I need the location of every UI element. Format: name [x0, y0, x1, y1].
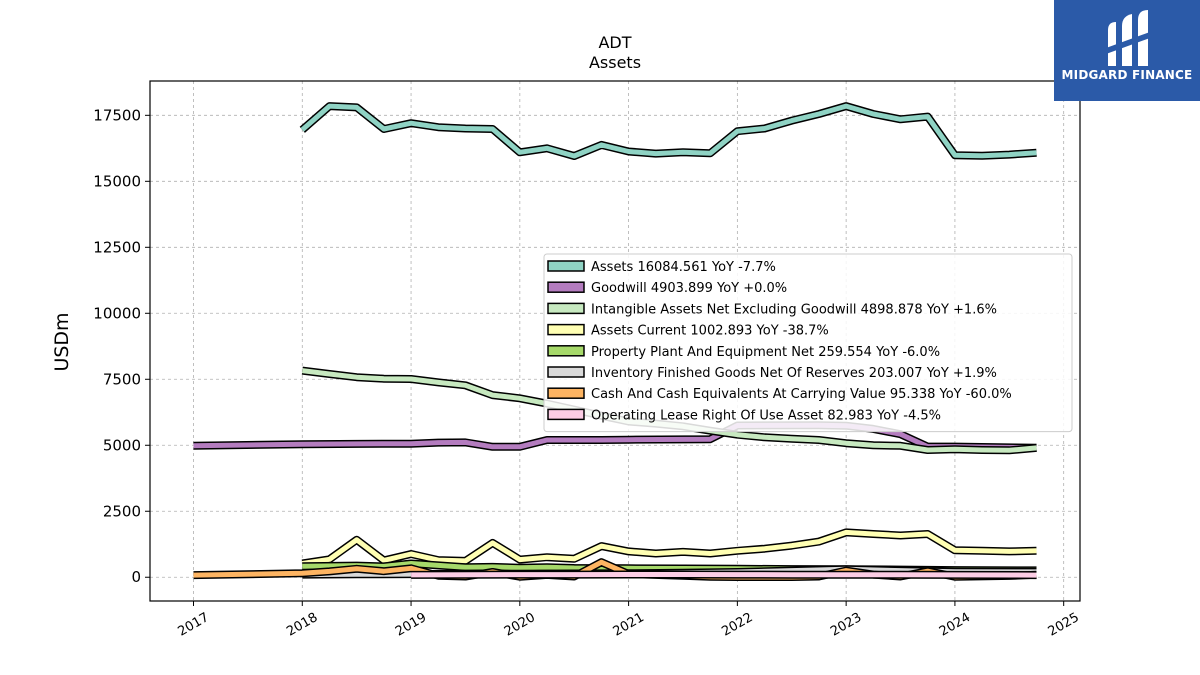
y-tick-label: 17500: [93, 106, 141, 124]
legend-entry: Goodwill 4903.899 YoY +0.0%: [591, 281, 787, 296]
x-tick-label: 2017: [176, 610, 212, 640]
series-outline-assets-current: [301, 528, 1037, 568]
x-tick-label: 2019: [393, 610, 429, 640]
y-axis-label: USDm: [51, 312, 73, 371]
x-tick-label: 2024: [937, 610, 973, 640]
y-tick-label: 0: [131, 568, 141, 586]
brand-logo: MIDGARD FINANCE: [1054, 0, 1200, 101]
plot-frame: [149, 80, 1081, 602]
y-tick-label: 5000: [103, 436, 141, 454]
x-tick-label: 2018: [284, 610, 320, 640]
legend-entry: Inventory Finished Goods Net Of Reserves…: [591, 366, 997, 381]
x-axis-ticks: 2017 2018 2019 2020 2021 2022 2023 2024 2025: [176, 601, 1082, 640]
legend-box: [543, 253, 1073, 433]
brand-name: MIDGARD FINANCE: [1061, 68, 1193, 82]
y-tick-label: 2500: [103, 502, 141, 520]
legend-entry: Assets Current 1002.893 YoY -38.7%: [591, 324, 829, 339]
chart-title: ADT: [598, 33, 631, 52]
legend-swatch: [547, 281, 585, 293]
y-tick-label: 10000: [93, 304, 141, 322]
legend-entry: Operating Lease Right Of Use Asset 82.98…: [591, 408, 941, 423]
y-tick-label: 15000: [93, 172, 141, 190]
legend-swatch: [547, 323, 585, 336]
legend-swatch: [547, 345, 585, 357]
x-tick-label: 2020: [502, 610, 538, 640]
series-line-assets-current: [301, 529, 1037, 566]
legend-swatch: [547, 260, 585, 272]
series-outline-assets: [299, 102, 1037, 160]
legend-swatch: [547, 302, 585, 315]
x-tick-label: 2022: [719, 610, 755, 640]
series-line-operating-lease-right-of-use-asset: [411, 572, 1037, 578]
series-layer: [193, 102, 1037, 581]
legend-entry: Assets 16084.561 YoY -7.7%: [591, 260, 776, 275]
y-tick-label: 7500: [103, 370, 141, 388]
series-line-assets: [300, 103, 1037, 159]
legend-entry: Cash And Cash Equivalents At Carrying Va…: [591, 387, 1012, 402]
brand-mark-icon: [1106, 10, 1150, 66]
x-tick-label: 2025: [1046, 610, 1082, 640]
legend-entry: Property Plant And Equipment Net 259.554…: [591, 345, 940, 360]
x-tick-label: 2023: [828, 610, 864, 640]
chart-subtitle: Assets: [589, 53, 641, 72]
legend-entry: Intangible Assets Net Excluding Goodwill…: [591, 302, 997, 317]
x-tick-label: 2021: [611, 610, 647, 640]
y-tick-label: 12500: [93, 238, 141, 256]
legend-swatch: [547, 408, 585, 421]
y-axis-ticks: 0 2500 5000 7500 10000 12500 15000 17500: [93, 106, 150, 586]
legend: Assets 16084.561 YoY -7.7% Goodwill 4903.…: [543, 253, 1073, 433]
legend-swatch: [547, 366, 585, 378]
legend-swatch: [547, 387, 585, 399]
